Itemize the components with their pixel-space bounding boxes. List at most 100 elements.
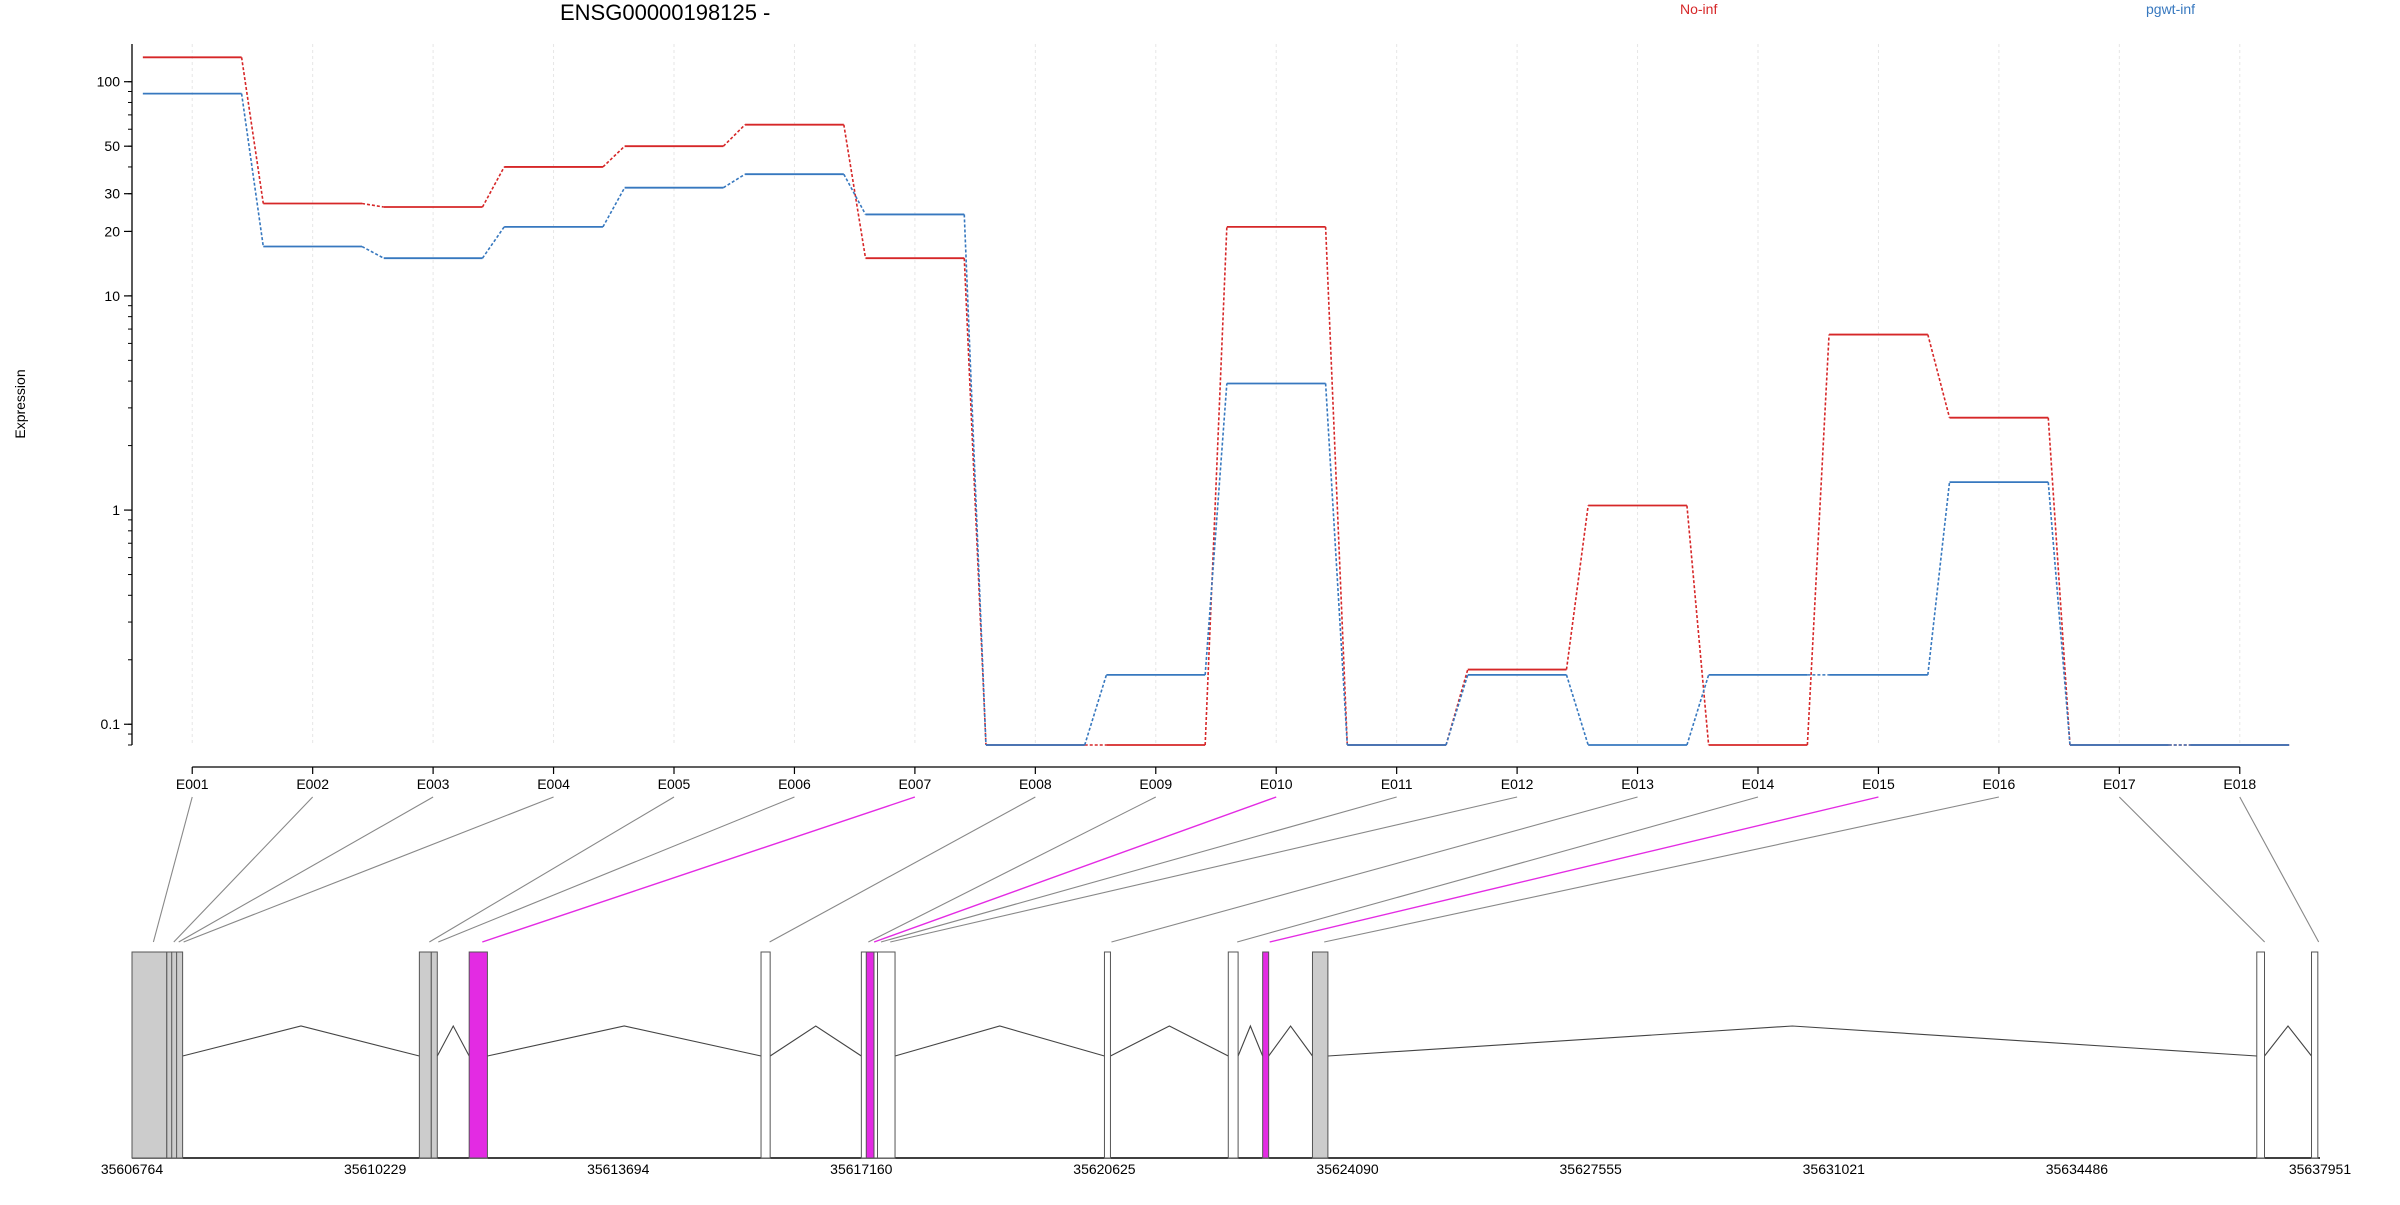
genomic-tick-label: 35637951 [2289, 1161, 2352, 1177]
x-tick-label: E005 [658, 776, 691, 792]
series-transition-pgwt-inf [361, 245, 385, 259]
x-tick-label: E018 [2223, 776, 2256, 792]
exon-connector-e004 [183, 796, 554, 943]
x-tick-label: E006 [778, 776, 811, 792]
exon-box-e006 [430, 951, 438, 1159]
x-tick-label: E016 [1983, 776, 2016, 792]
intron-line [894, 1025, 1105, 1057]
series-transition-pgwt-inf [1204, 383, 1228, 675]
genomic-tick-label: 35610229 [344, 1161, 407, 1177]
exon-box-e014 [1227, 951, 1239, 1159]
exon-connector-e006 [438, 796, 795, 943]
x-tick-label: E015 [1862, 776, 1895, 792]
exon-box-e015 [1262, 951, 1270, 1159]
x-tick-label: E004 [537, 776, 570, 792]
exon-box-e005 [418, 951, 432, 1159]
y-tick-label: 10 [104, 288, 120, 304]
gene-model: 35606764 35610229 35613694 35617160 35620625… [101, 951, 2352, 1177]
grid-layer [191, 44, 2241, 745]
exon-box-e004 [176, 951, 184, 1159]
series-transition-pgwt-inf [1686, 674, 1710, 746]
exon-box-e013 [1103, 951, 1111, 1159]
intron-line [2264, 1025, 2312, 1057]
genomic-tick-label: 35606764 [101, 1161, 164, 1177]
series-transition-no-inf [843, 124, 867, 259]
intron-line [1110, 1025, 1229, 1057]
x-tick-label: E017 [2103, 776, 2136, 792]
series-transition-pgwt-inf [481, 226, 505, 259]
series-transition-no-inf [1565, 505, 1589, 670]
y-tick-label: 30 [104, 186, 120, 202]
exon-connector-e007 [482, 796, 916, 943]
exon-connector-e015 [1269, 796, 1879, 943]
series-transition-no-inf [361, 202, 384, 208]
intron-line [436, 1024, 470, 1057]
series-transition-pgwt-inf [963, 214, 987, 746]
y-tick-label: 0.1 [101, 716, 121, 732]
series-transition-no-inf [1324, 226, 1349, 746]
exon-connector-e016 [1324, 796, 2000, 943]
series-transition-pgwt-inf [843, 173, 867, 215]
series-transition-no-inf [2047, 417, 2071, 746]
exon-connector-e018 [2239, 796, 2320, 943]
series-transition-pgwt-inf [1324, 383, 1349, 746]
series-transition-pgwt-inf [602, 187, 626, 228]
chart-title: ENSG00000198125 - [560, 0, 771, 25]
intron-line [182, 1025, 420, 1057]
x-tick-label: E002 [296, 776, 329, 792]
exon-box-e017 [2256, 951, 2266, 1159]
exon-connector-e005 [429, 796, 675, 943]
exon-connector-e003 [178, 796, 434, 943]
axis-layer: 0.1 1 10 20 30 50 100 E001 E002 E003 E004 E005 E006 E… [97, 44, 2256, 792]
x-tick-label: E010 [1260, 776, 1293, 792]
exon-connector-e017 [2118, 796, 2266, 943]
genomic-tick-label: 35634486 [2046, 1161, 2109, 1177]
series-layer [142, 56, 2290, 746]
genomic-tick-label: 35617160 [830, 1161, 893, 1177]
series-transition-pgwt-inf [240, 93, 265, 247]
connector-layer [152, 796, 2320, 943]
exon-box-e012 [876, 951, 896, 1159]
y-tick-label: 50 [104, 138, 120, 154]
intron-line [1237, 1024, 1264, 1057]
series-transition-no-inf [722, 124, 746, 147]
exon-box-e010 [865, 951, 875, 1159]
exon-box-e008 [760, 951, 771, 1159]
exon-connector-e011 [880, 796, 1397, 943]
genomic-tick-label: 35613694 [587, 1161, 650, 1177]
series-transition-pgwt-inf [1083, 674, 1108, 746]
exon-connector-e012 [890, 796, 1518, 943]
x-tick-label: E009 [1139, 776, 1172, 792]
series-transition-no-inf [1927, 334, 1951, 418]
genomic-tick-label: 35624090 [1316, 1161, 1379, 1177]
series-transition-no-inf [602, 145, 626, 168]
exon-box-e001 [131, 951, 168, 1159]
series-transition-no-inf [481, 166, 505, 208]
intron-line [769, 1025, 862, 1057]
x-tick-label: E011 [1381, 776, 1413, 792]
series-transition-no-inf [1204, 226, 1228, 746]
y-tick-label: 20 [104, 223, 120, 239]
y-tick-label: 100 [97, 74, 121, 90]
series-transition-no-inf [1686, 505, 1710, 746]
genomic-tick-label: 35627555 [1560, 1161, 1623, 1177]
exon-connector-e002 [173, 796, 314, 943]
series-transition-no-inf [240, 57, 265, 204]
series-transition-pgwt-inf [2047, 482, 2071, 746]
exon-box-e018 [2311, 951, 2319, 1159]
intron-line [1327, 1025, 2257, 1057]
exon-box-e007 [468, 951, 488, 1159]
intron-line [487, 1025, 762, 1057]
x-tick-label: E014 [1742, 776, 1775, 792]
legend-entry-pgwt-inf: pgwt-inf [2146, 1, 2196, 17]
series-transition-pgwt-inf [1445, 674, 1469, 746]
x-tick-label: E012 [1501, 776, 1534, 792]
exon-connector-e001 [152, 796, 193, 943]
x-tick-label: E007 [899, 776, 932, 792]
series-transition-pgwt-inf [1927, 482, 1951, 675]
genomic-tick-label: 35620625 [1073, 1161, 1136, 1177]
x-tick-label: E008 [1019, 776, 1052, 792]
x-tick-label: E001 [176, 776, 209, 792]
